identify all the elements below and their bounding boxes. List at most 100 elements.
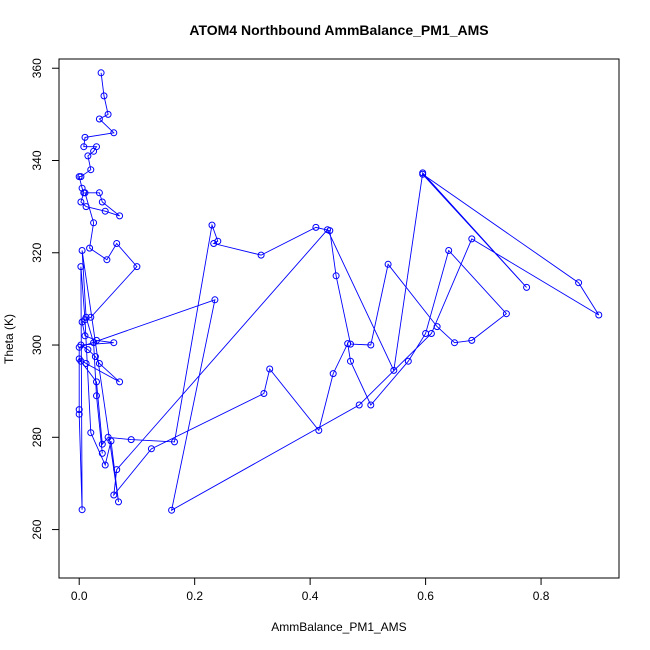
- data-point: [77, 263, 85, 271]
- data-point: [127, 436, 135, 444]
- data-point: [347, 340, 354, 348]
- data-point: [87, 166, 95, 174]
- data-point: [97, 69, 105, 77]
- data-point: [93, 392, 100, 400]
- x-tick-label: 0.6: [417, 589, 434, 603]
- data-point: [260, 390, 268, 397]
- data-point: [82, 313, 90, 321]
- x-axis-label: AmmBalance_PM1_AMS: [271, 620, 406, 634]
- data-point: [95, 360, 103, 367]
- data-point: [75, 410, 83, 418]
- data-point: [75, 343, 83, 351]
- data-point: [98, 198, 106, 206]
- data-point: [445, 247, 453, 254]
- data-point: [133, 263, 141, 271]
- data-point: [110, 129, 118, 137]
- data-point: [87, 429, 95, 437]
- data-point: [81, 332, 89, 340]
- data-point: [211, 296, 219, 304]
- data-point: [404, 357, 412, 365]
- x-tick-label: 0.2: [186, 589, 203, 603]
- data-point: [168, 506, 176, 514]
- data-point: [82, 203, 90, 211]
- data-point: [147, 445, 155, 453]
- data-point: [98, 449, 106, 457]
- data-point: [266, 365, 274, 373]
- data-point: [75, 173, 83, 181]
- data-point: [347, 357, 354, 365]
- series-line: [78, 72, 600, 512]
- data-point: [355, 401, 363, 409]
- data-point: [77, 357, 85, 365]
- y-tick-label: 300: [30, 335, 44, 355]
- data-point: [78, 247, 86, 254]
- data-point: [75, 406, 83, 414]
- y-tick-label: 340: [30, 150, 44, 170]
- data-point: [101, 461, 109, 469]
- data-point: [95, 115, 103, 123]
- data-point: [90, 339, 98, 347]
- data-point: [433, 323, 441, 331]
- data-point: [575, 279, 583, 287]
- data-point: [208, 221, 216, 229]
- data-point: [98, 440, 106, 448]
- y-tick-label: 320: [30, 242, 44, 262]
- data-point: [257, 251, 265, 259]
- data-point: [87, 313, 95, 321]
- data-point: [103, 256, 111, 264]
- y-axis: 260 280 300 320 340 360: [30, 58, 60, 540]
- data-point: [451, 339, 458, 347]
- data-point: [468, 235, 476, 243]
- data-point: [324, 226, 331, 234]
- data-point: [523, 283, 531, 291]
- data-point: [332, 272, 340, 280]
- data-point: [390, 366, 398, 374]
- data-point: [419, 170, 427, 178]
- data-point: [329, 370, 337, 378]
- data-point: [312, 223, 320, 231]
- data-point: [502, 310, 510, 318]
- data-point: [84, 152, 92, 160]
- y-tick-label: 360: [30, 58, 44, 78]
- data-point: [81, 189, 89, 197]
- data-point: [95, 189, 103, 197]
- data-point: [100, 92, 108, 100]
- data-point: [107, 437, 115, 445]
- x-tick-label: 0.4: [302, 589, 319, 603]
- data-point: [115, 498, 122, 506]
- x-tick-label: 0.0: [71, 589, 88, 603]
- y-axis-label: Theta (K): [2, 314, 16, 364]
- data-point: [113, 466, 121, 474]
- x-tick-label: 0.8: [533, 589, 550, 603]
- data-point: [384, 260, 392, 268]
- data-point: [171, 438, 178, 446]
- x-axis: 0.0 0.2 0.4 0.6 0.8: [71, 577, 550, 603]
- data-point: [101, 207, 109, 215]
- data-point: [116, 378, 124, 386]
- data-point: [90, 147, 98, 155]
- data-point: [90, 219, 98, 227]
- data-point: [80, 143, 88, 151]
- data-point: [104, 110, 112, 118]
- y-tick-label: 280: [30, 427, 44, 447]
- data-point: [86, 244, 94, 252]
- data-point: [81, 133, 89, 141]
- chart-title: ATOM4 Northbound AmmBalance_PM1_AMS: [189, 22, 488, 38]
- data-point: [595, 311, 603, 319]
- data-point: [110, 491, 118, 499]
- data-point: [214, 237, 222, 245]
- data-point: [113, 240, 121, 247]
- data-point: [78, 506, 86, 514]
- data-point: [110, 339, 118, 347]
- data-point: [210, 240, 218, 247]
- data-point: [427, 330, 435, 337]
- y-tick-label: 260: [30, 519, 44, 539]
- data-point: [93, 378, 100, 386]
- data-point: [367, 401, 375, 409]
- data-point: [116, 212, 124, 220]
- data-point: [77, 198, 85, 206]
- data-point: [84, 346, 92, 354]
- data-point: [367, 341, 375, 349]
- data-point: [468, 336, 476, 344]
